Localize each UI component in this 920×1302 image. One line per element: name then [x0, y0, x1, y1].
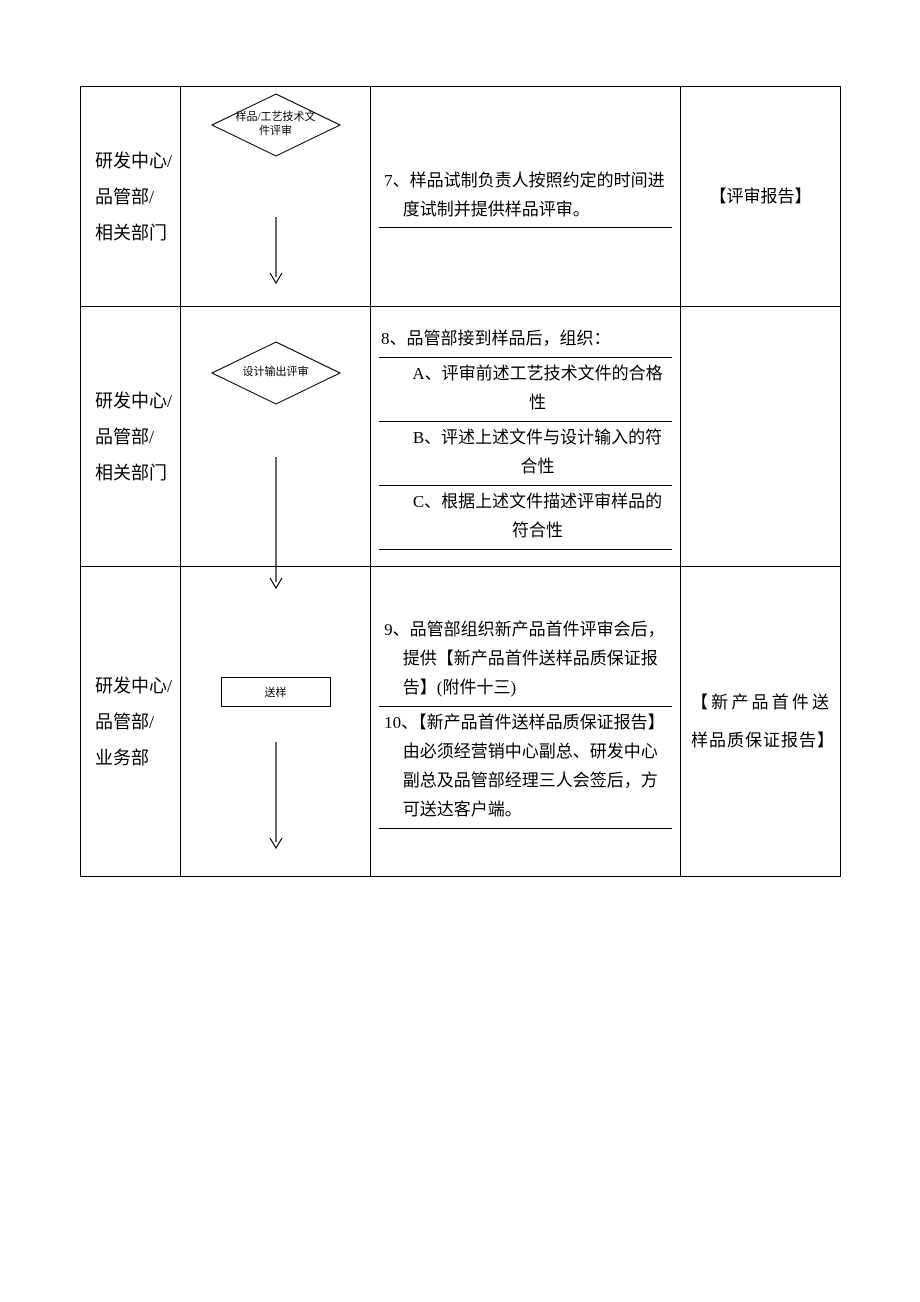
desc-para: 9、品管部组织新产品首件评审会后，提供【新产品首件送样品质保证报告】(附件十三): [379, 614, 672, 707]
desc-para: 7、样品试制负责人按照约定的时间进度试制并提供样品评审。: [379, 165, 672, 229]
desc-para: C、根据上述文件描述评审样品的符合性: [379, 486, 672, 550]
table-row: 研发中心/品管部/相关部门 样品/工艺技术文件评审: [81, 87, 841, 307]
arrow-down-icon: [268, 217, 284, 287]
process-table: 研发中心/品管部/相关部门 样品/工艺技术文件评审: [80, 86, 841, 877]
page: 研发中心/品管部/相关部门 样品/工艺技术文件评审: [0, 0, 920, 1302]
dept-line: 研发中心/品管部/业务部: [95, 676, 172, 768]
shape-cell: 送样: [181, 567, 371, 877]
table-row: 研发中心/品管部/业务部 送样 9、品管部组织新产品首件评审会后，提供【新产品首…: [81, 567, 841, 877]
diamond-node: 设计输出评审: [211, 341, 341, 405]
process-label: 送样: [265, 684, 287, 700]
desc-para: A、评审前述工艺技术文件的合格性: [379, 358, 672, 422]
desc-block: 9、品管部组织新产品首件评审会后，提供【新产品首件送样品质保证报告】(附件十三)…: [371, 614, 680, 828]
dept-text: 研发中心/品管部/相关部门: [81, 383, 180, 491]
shape-cell: 设计输出评审: [181, 307, 371, 567]
output-text: 【新产品首件送样品质保证报告】: [681, 684, 840, 759]
output-cell: 【新产品首件送样品质保证报告】: [681, 567, 841, 877]
output-cell: 【评审报告】: [681, 87, 841, 307]
shape-cell: 样品/工艺技术文件评审: [181, 87, 371, 307]
desc-para: 10、【新产品首件送样品质保证报告】由必须经营销中心副总、研发中心副总及品管部经…: [379, 707, 672, 829]
output-cell: [681, 307, 841, 567]
dept-line: 研发中心/品管部/相关部门: [95, 151, 172, 243]
process-node: 送样: [221, 677, 331, 707]
desc-block: 7、样品试制负责人按照约定的时间进度试制并提供样品评审。: [371, 165, 680, 229]
desc-cell: 8、品管部接到样品后，组织： A、评审前述工艺技术文件的合格性 B、评述上述文件…: [371, 307, 681, 567]
dept-text: 研发中心/品管部/相关部门: [81, 143, 180, 251]
dept-cell: 研发中心/品管部/业务部: [81, 567, 181, 877]
desc-para: B、评述上述文件与设计输入的符合性: [379, 422, 672, 486]
dept-text: 研发中心/品管部/业务部: [81, 668, 180, 776]
arrow-down-icon: [268, 742, 284, 852]
desc-cell: 7、样品试制负责人按照约定的时间进度试制并提供样品评审。: [371, 87, 681, 307]
desc-block: 8、品管部接到样品后，组织： A、评审前述工艺技术文件的合格性 B、评述上述文件…: [371, 323, 680, 549]
dept-line: 研发中心/品管部/相关部门: [95, 391, 172, 483]
table-row: 研发中心/品管部/相关部门 设计输出评审: [81, 307, 841, 567]
dept-cell: 研发中心/品管部/相关部门: [81, 87, 181, 307]
output-text: 【评审报告】: [681, 183, 840, 210]
desc-cell: 9、品管部组织新产品首件评审会后，提供【新产品首件送样品质保证报告】(附件十三)…: [371, 567, 681, 877]
diamond-node: 样品/工艺技术文件评审: [211, 93, 341, 157]
dept-cell: 研发中心/品管部/相关部门: [81, 307, 181, 567]
desc-para: 8、品管部接到样品后，组织：: [379, 323, 672, 358]
diamond-label: 样品/工艺技术文件评审: [211, 93, 341, 157]
diamond-label: 设计输出评审: [211, 341, 341, 405]
